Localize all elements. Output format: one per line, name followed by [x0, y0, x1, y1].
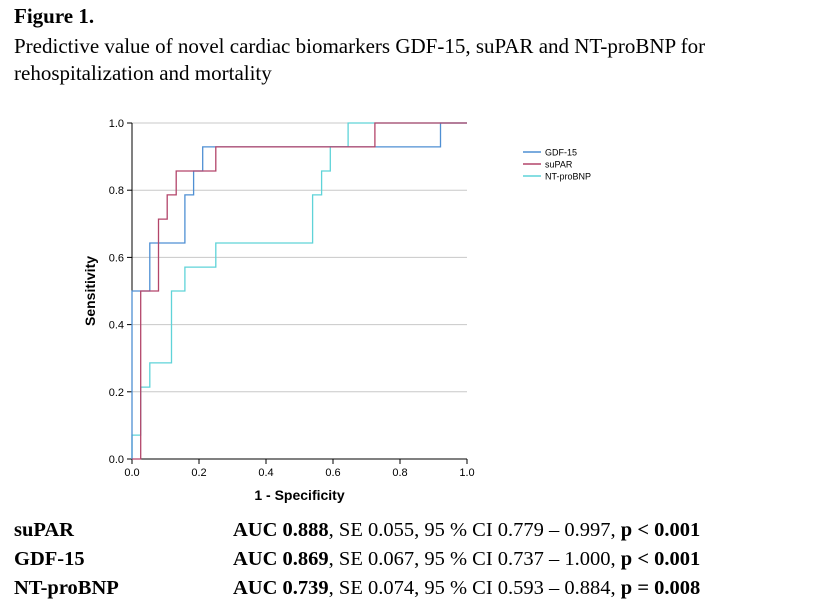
- x-tick-label: 0.4: [258, 467, 273, 479]
- stat-p-value: p = 0.008: [620, 577, 701, 599]
- x-tick-label: 0.8: [392, 467, 407, 479]
- x-axis-title: 1 - Specificity: [254, 487, 344, 503]
- x-tick-label: 0.0: [124, 467, 139, 479]
- y-tick-label: 0.8: [109, 185, 124, 197]
- x-tick-label: 1.0: [459, 467, 474, 479]
- stat-details: , SE 0.067, 95 % CI 0.737 – 1.000,: [328, 548, 621, 570]
- y-tick-label: 0.2: [109, 387, 124, 399]
- stat-name: NT-proBNP: [14, 577, 119, 599]
- y-tick-label: 0.4: [109, 320, 124, 332]
- figure-label: Figure 1.: [14, 4, 95, 28]
- x-tick-label: 0.2: [191, 467, 206, 479]
- figure-caption: Predictive value of novel cardiac biomar…: [14, 34, 706, 85]
- plot-area: [132, 123, 467, 459]
- stat-p-value: p < 0.001: [620, 548, 701, 570]
- stat-auc: AUC 0.888: [233, 519, 329, 541]
- stat-auc: AUC 0.739: [233, 577, 329, 599]
- legend-label: GDF-15: [545, 148, 577, 158]
- stat-row-ntprobnp: NT-proBNP AUC 0.739, SE 0.074, 95 % CI 0…: [14, 574, 824, 603]
- y-tick-label: 0.0: [109, 454, 124, 466]
- x-tick-label: 0.6: [325, 467, 340, 479]
- stat-name: suPAR: [14, 519, 74, 541]
- stat-row-supar: suPAR AUC 0.888, SE 0.055, 95 % CI 0.779…: [14, 516, 824, 545]
- stat-details: , SE 0.055, 95 % CI 0.779 – 0.997,: [328, 519, 621, 541]
- series-line-supar: [132, 122, 467, 460]
- stat-name: GDF-15: [14, 548, 85, 570]
- legend-label: NT-proBNP: [545, 172, 591, 182]
- y-tick-label: 0.6: [109, 252, 124, 264]
- stat-row-gdf15: GDF-15 AUC 0.869, SE 0.067, 95 % CI 0.73…: [14, 545, 824, 574]
- stat-auc: AUC 0.869: [233, 548, 329, 570]
- auc-stats-table: suPAR AUC 0.888, SE 0.055, 95 % CI 0.779…: [14, 516, 824, 603]
- y-axis-title: Sensitivity: [82, 256, 98, 326]
- stat-details: , SE 0.074, 95 % CI 0.593 – 0.884,: [328, 577, 621, 599]
- legend-label: suPAR: [545, 160, 573, 170]
- stat-p-value: p < 0.001: [620, 519, 701, 541]
- y-tick-label: 1.0: [109, 118, 124, 130]
